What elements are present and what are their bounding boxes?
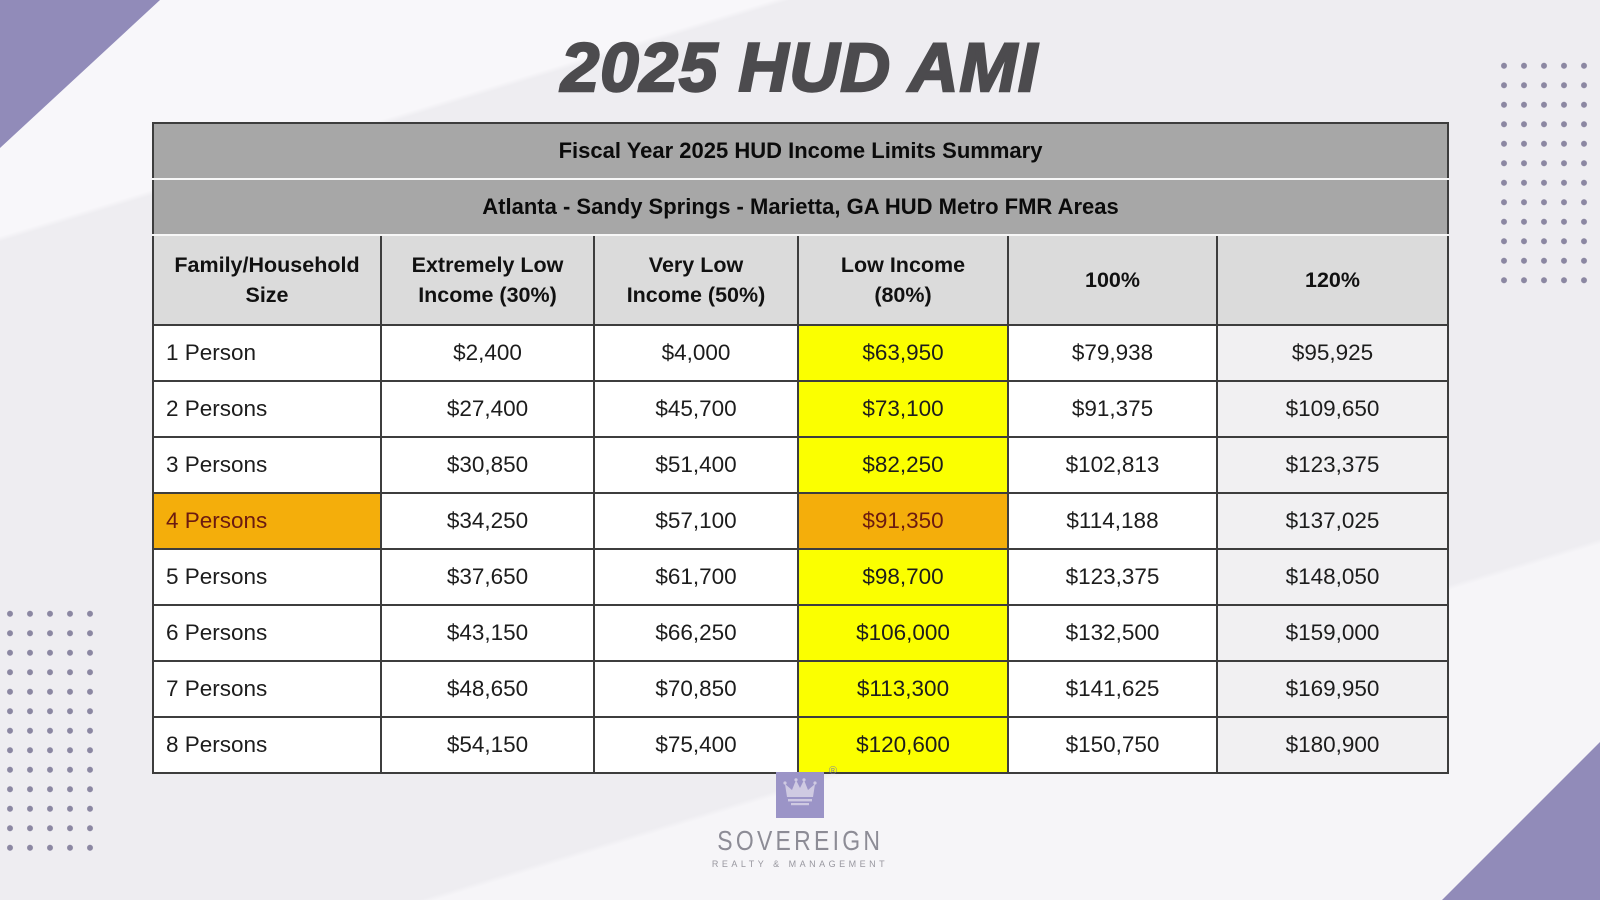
dot-grid-top-right [1494, 56, 1594, 291]
logo-crown-square: ® [776, 765, 837, 818]
logo-brand-name: SOVEREIGN [716, 825, 884, 856]
income-cell: $45,700 [593, 380, 799, 438]
table-subtitle: Atlanta - Sandy Springs - Marietta, GA H… [153, 179, 1449, 236]
table-row: 6 Persons $43,150 $66,250 $106,000 $132,… [152, 604, 1450, 662]
income-cell: $27,400 [380, 380, 595, 438]
income-cell-low-income: $106,000 [797, 604, 1009, 662]
income-cell: $43,150 [380, 604, 595, 662]
dot-grid-bottom-left [0, 604, 100, 858]
page-title: 2025 HUD AMI [560, 28, 1039, 106]
crown-icon [783, 777, 817, 813]
income-cell: $51,400 [593, 436, 799, 494]
income-cell: $148,050 [1215, 548, 1450, 606]
income-cell: $114,188 [1007, 492, 1218, 550]
income-cell: $70,850 [593, 660, 799, 718]
income-cell: $75,400 [593, 716, 799, 774]
table-row: 5 Persons $37,650 $61,700 $98,700 $123,3… [152, 548, 1450, 606]
income-cell-low-income: $91,350 [797, 492, 1009, 550]
corner-triangle-bottom-right [1442, 742, 1600, 900]
income-limits-table: Fiscal Year 2025 HUD Income Limits Summa… [152, 122, 1450, 774]
row-label-cell: 5 Persons [152, 548, 382, 606]
table-title: Fiscal Year 2025 HUD Income Limits Summa… [153, 123, 1449, 180]
income-cell: $57,100 [593, 492, 799, 550]
column-header-100: 100% [1007, 235, 1218, 326]
income-cell: $180,900 [1215, 716, 1450, 774]
row-label-cell: 6 Persons [152, 604, 382, 662]
income-cell: $132,500 [1007, 604, 1218, 662]
income-cell: $66,250 [593, 604, 799, 662]
income-cell-low-income: $113,300 [797, 660, 1009, 718]
row-label-cell: 8 Persons [152, 716, 382, 774]
income-cell: $102,813 [1007, 436, 1218, 494]
column-header-row: Family/Household Size Extremely Low Inco… [152, 235, 1450, 326]
income-cell: $137,025 [1215, 492, 1450, 550]
column-header-low: Low Income (80%) [797, 235, 1009, 326]
income-cell: $61,700 [593, 548, 799, 606]
table-row: 1 Person $2,400 $4,000 $63,950 $79,938 $… [152, 324, 1450, 382]
income-cell: $150,750 [1007, 716, 1218, 774]
logo-tagline: REALTY & MANAGEMENT [711, 859, 889, 869]
table-row: 7 Persons $48,650 $70,850 $113,300 $141,… [152, 660, 1450, 718]
company-logo: ® SOVEREIGN REALTY & MANAGEMENT [0, 765, 1600, 869]
table-subtitle-row: Atlanta - Sandy Springs - Marietta, GA H… [153, 179, 1449, 236]
income-cell: $54,150 [380, 716, 595, 774]
corner-triangle-top-left [0, 0, 160, 148]
income-cell-low-income: $98,700 [797, 548, 1009, 606]
column-header-very-low: Very Low Income (50%) [593, 235, 799, 326]
row-label-cell: 2 Persons [152, 380, 382, 438]
table-row: 2 Persons $27,400 $45,700 $73,100 $91,37… [152, 380, 1450, 438]
table-title-row: Fiscal Year 2025 HUD Income Limits Summa… [153, 123, 1449, 180]
income-cell-low-income: $73,100 [797, 380, 1009, 438]
income-cell: $123,375 [1007, 548, 1218, 606]
row-label-cell: 3 Persons [152, 436, 382, 494]
income-cell: $169,950 [1215, 660, 1450, 718]
income-cell: $159,000 [1215, 604, 1450, 662]
income-cell: $95,925 [1215, 324, 1450, 382]
income-cell: $34,250 [380, 492, 595, 550]
row-label-cell: 4 Persons [152, 492, 382, 550]
income-cell: $2,400 [380, 324, 595, 382]
income-cell: $141,625 [1007, 660, 1218, 718]
table-row: 3 Persons $30,850 $51,400 $82,250 $102,8… [152, 436, 1450, 494]
income-cell: $48,650 [380, 660, 595, 718]
table-row: 8 Persons $54,150 $75,400 $120,600 $150,… [152, 716, 1450, 774]
column-header-family-size: Family/Household Size [152, 235, 382, 326]
row-label-cell: 1 Person [152, 324, 382, 382]
income-cell: $123,375 [1215, 436, 1450, 494]
income-cell-low-income: $82,250 [797, 436, 1009, 494]
income-cell-low-income: $63,950 [797, 324, 1009, 382]
row-label-cell: 7 Persons [152, 660, 382, 718]
column-header-extremely-low: Extremely Low Income (30%) [380, 235, 595, 326]
income-cell: $30,850 [380, 436, 595, 494]
table-row-highlighted: 4 Persons $34,250 $57,100 $91,350 $114,1… [152, 492, 1450, 550]
income-cell: $37,650 [380, 548, 595, 606]
registered-trademark: ® [828, 765, 837, 777]
income-cell: $91,375 [1007, 380, 1218, 438]
income-cell: $109,650 [1215, 380, 1450, 438]
income-cell: $79,938 [1007, 324, 1218, 382]
income-cell-low-income: $120,600 [797, 716, 1009, 774]
column-header-120: 120% [1215, 235, 1450, 326]
income-cell: $4,000 [593, 324, 799, 382]
